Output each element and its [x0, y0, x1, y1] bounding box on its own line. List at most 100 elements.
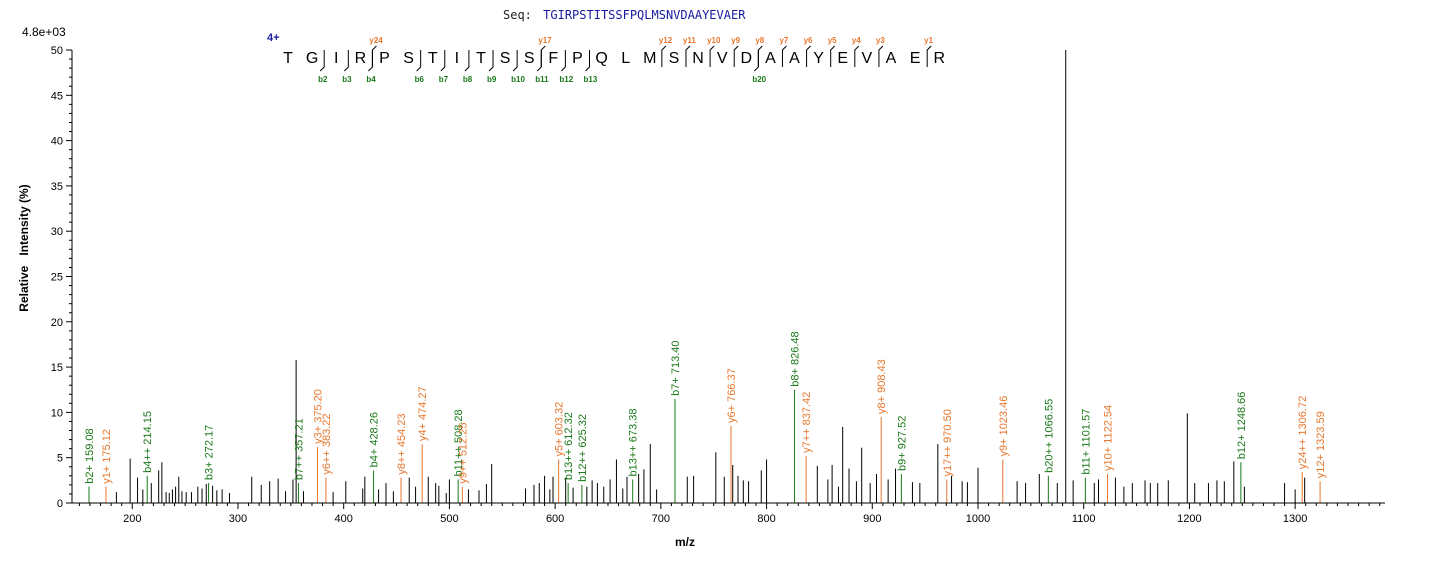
residue-letter: N — [692, 50, 704, 67]
b-fragment-label: b13 — [584, 75, 598, 84]
peak-label-b: b8+ 826.48 — [790, 331, 802, 386]
b-fragment-label: b7 — [439, 75, 449, 84]
x-tick-label: 700 — [652, 513, 670, 525]
chart-header: Seq: TGIRPSTITSSFPQLMSNVDAAYEVAER 4.8e+0… — [0, 0, 1436, 44]
residue-letter: T — [428, 50, 438, 67]
sequence-value: TGIRPSTITSSFPQLMSNVDAAYEVAER — [543, 8, 746, 22]
y-fragment-label: y17 — [538, 36, 552, 45]
b-fragment-marker — [488, 50, 494, 72]
x-tick-label: 300 — [229, 513, 247, 525]
sequence-label: Seq: — [503, 8, 532, 22]
residue-letter: P — [572, 50, 583, 67]
y-tick-label: 40 — [51, 136, 63, 148]
residue-letter: S — [524, 50, 535, 67]
b-fragment-marker — [440, 50, 446, 72]
y-fragment-marker — [685, 45, 691, 67]
b-fragment-marker — [343, 50, 349, 72]
residue-letter: I — [334, 50, 338, 67]
y-fragment-label: y9 — [731, 36, 740, 45]
charge-state-label: 4+ — [267, 32, 280, 44]
residue-letter: A — [765, 50, 776, 67]
x-tick-label: 900 — [863, 513, 881, 525]
peak-label-y: y1+ 175.12 — [101, 429, 113, 484]
b-fragment-marker — [319, 50, 325, 72]
b-fragment-marker — [416, 50, 422, 72]
y-axis-title: Relative Intensity (%) — [17, 184, 31, 311]
peak-labels-layer: b2+ 159.08 y1+ 175.12 b4++ 214.15 b3+ 272.1… — [84, 331, 1327, 483]
b-fragment-marker — [464, 50, 470, 72]
peak-label-b: b7++ 357.21 — [293, 418, 305, 480]
b-fragment-marker — [368, 50, 373, 72]
y-fragment-label: y24 — [369, 36, 383, 45]
residue-letter: P — [379, 50, 390, 67]
peak-label-y: y17++ 970.50 — [942, 409, 954, 476]
b-fragment-label: b20 — [752, 75, 766, 84]
residue-letter: S — [500, 50, 511, 67]
y-fragment-label: y10 — [707, 36, 721, 45]
y-fragment-marker — [806, 45, 811, 67]
sequence-header: Seq: TGIRPSTITSSFPQLMSNVDAAYEVAER — [503, 8, 745, 22]
peak-label-y: y9+ 1023.46 — [998, 396, 1010, 457]
max-intensity-label: 4.8e+03 — [22, 25, 66, 39]
residue-letter: Q — [595, 50, 607, 67]
peak-label-b: b9+ 927.52 — [896, 416, 908, 471]
b-fragment-label: b10 — [511, 75, 525, 84]
b-fragment-marker — [753, 50, 759, 72]
peak-label-y: y10+ 1122.54 — [1103, 405, 1115, 471]
residue-letter: E — [910, 50, 921, 67]
peak-label-b: b11+ 1101.57 — [1080, 409, 1092, 475]
peak-label-b: b4++ 214.15 — [142, 411, 154, 473]
residue-letter: L — [621, 50, 630, 67]
x-tick-label: 500 — [440, 513, 458, 525]
y-fragment-marker — [757, 45, 763, 67]
y-fragment-label: y5 — [828, 36, 837, 45]
residue-letter: S — [403, 50, 414, 67]
y-fragment-label: y6 — [804, 36, 813, 45]
y-tick-label: 20 — [51, 317, 63, 329]
y-tick-label: 50 — [51, 45, 63, 57]
peak-label-y: y3+ 375.20 — [312, 389, 324, 444]
residue-letter: F — [548, 50, 558, 67]
residue-letter: M — [643, 50, 656, 67]
residue-letter: V — [717, 50, 728, 67]
y-tick-label: 25 — [51, 272, 63, 284]
peak-label-b: b4+ 428.26 — [369, 412, 381, 467]
b-fragment-marker — [512, 50, 518, 72]
residue-letter: Y — [813, 50, 824, 67]
peak-label-b: b2+ 159.08 — [84, 428, 96, 483]
y-fragment-marker — [733, 45, 739, 67]
peak-label-y: y7++ 837.42 — [801, 392, 813, 453]
b-fragment-label: b3 — [342, 75, 352, 84]
x-axis-title: m/z — [675, 535, 695, 549]
peak-label-y: y6+ 766.37 — [726, 368, 738, 423]
y-fragment-marker — [540, 45, 546, 67]
y-fragment-label: y3 — [876, 36, 885, 45]
residue-letter: D — [740, 50, 752, 67]
y-fragment-marker — [854, 45, 860, 67]
y-tick-label: 15 — [51, 362, 63, 374]
peak-label-b: b3+ 272.17 — [204, 425, 216, 480]
y-fragment-label: y11 — [683, 36, 696, 45]
residue-letter: V — [862, 50, 873, 67]
y-tick-label: 10 — [51, 407, 63, 419]
y-fragment-label: y12 — [659, 36, 673, 45]
residue-letter: S — [669, 50, 680, 67]
x-tick-label: 1200 — [1177, 513, 1201, 525]
b-fragment-label: b9 — [487, 75, 497, 84]
peak-label-y: y8+ 908.43 — [876, 359, 888, 414]
peak-label-b: b13++ 612.32 — [563, 412, 575, 480]
residue-letter: A — [886, 50, 897, 67]
peak-label-y: y5+ 603.32 — [554, 402, 566, 457]
b-fragment-label: b12 — [559, 75, 573, 84]
y-fragment-marker — [878, 45, 884, 67]
peak-label-y: y24++ 1306.72 — [1297, 396, 1309, 469]
b-fragment-marker — [561, 50, 566, 72]
y-fragment-label: y4 — [852, 36, 861, 45]
b-fragment-label: b8 — [463, 75, 473, 84]
x-tick-label: 200 — [123, 513, 141, 525]
residue-letter: I — [455, 50, 459, 67]
peak-label-b: b11++ 508.28 — [453, 409, 465, 476]
x-tick-label: 1300 — [1283, 513, 1307, 525]
b-fragment-label: b2 — [318, 75, 328, 84]
